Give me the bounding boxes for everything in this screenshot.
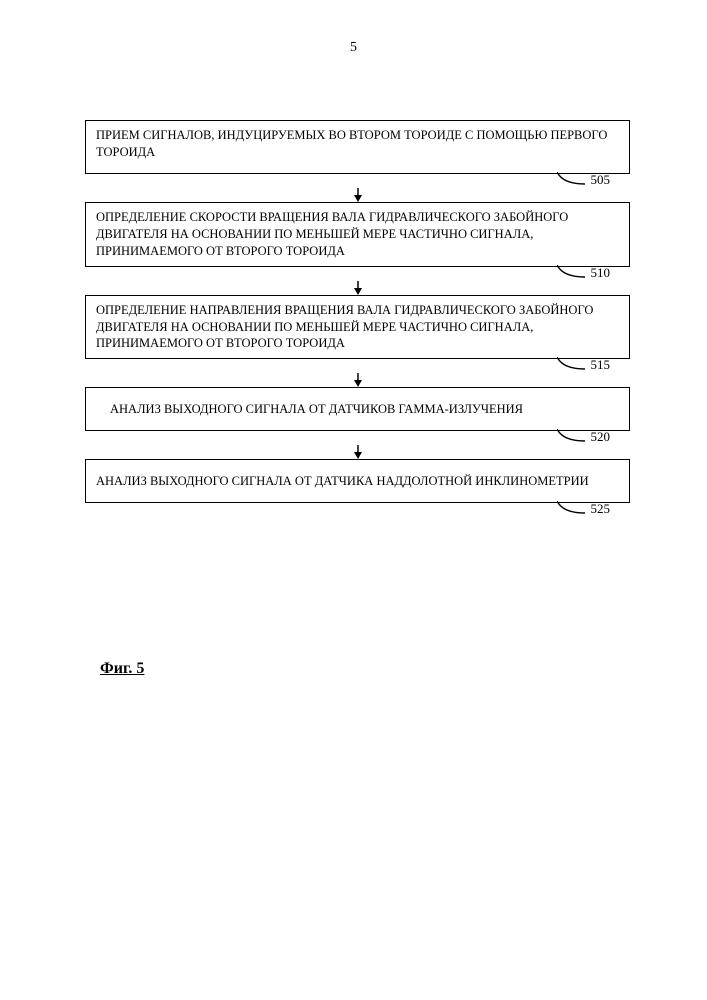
step-label-text: 510 — [591, 265, 611, 281]
leader-line-icon — [557, 357, 585, 373]
flow-step-525: АНАЛИЗ ВЫХОДНОГО СИГНАЛА ОТ ДАТЧИКА НАДД… — [85, 459, 630, 503]
page: 5 ПРИЕМ СИГНАЛОВ, ИНДУЦИРУЕМЫХ ВО ВТОРОМ… — [0, 0, 707, 1000]
flow-box: ОПРЕДЕЛЕНИЕ НАПРАВЛЕНИЯ ВРАЩЕНИЯ ВАЛА ГИ… — [85, 295, 630, 360]
step-label-text: 505 — [591, 172, 611, 188]
flow-box: ОПРЕДЕЛЕНИЕ СКОРОСТИ ВРАЩЕНИЯ ВАЛА ГИДРА… — [85, 202, 630, 267]
step-label: 510 — [557, 265, 611, 281]
flow-box: АНАЛИЗ ВЫХОДНОГО СИГНАЛА ОТ ДАТЧИКА НАДД… — [85, 459, 630, 503]
step-label-text: 525 — [591, 501, 611, 517]
flow-arrow — [85, 188, 630, 202]
step-label-text: 520 — [591, 429, 611, 445]
leader-line-icon — [557, 265, 585, 281]
flow-box-text: ОПРЕДЕЛЕНИЕ СКОРОСТИ ВРАЩЕНИЯ ВАЛА ГИДРА… — [96, 209, 619, 260]
flow-arrow — [85, 373, 630, 387]
flow-step-505: ПРИЕМ СИГНАЛОВ, ИНДУЦИРУЕМЫХ ВО ВТОРОМ Т… — [85, 120, 630, 174]
flow-step-510: ОПРЕДЕЛЕНИЕ СКОРОСТИ ВРАЩЕНИЯ ВАЛА ГИДРА… — [85, 202, 630, 267]
step-label: 515 — [557, 357, 611, 373]
flow-box-text: ОПРЕДЕЛЕНИЕ НАПРАВЛЕНИЯ ВРАЩЕНИЯ ВАЛА ГИ… — [96, 302, 619, 353]
flow-box-text: АНАЛИЗ ВЫХОДНОГО СИГНАЛА ОТ ДАТЧИКОВ ГАМ… — [110, 401, 523, 418]
leader-line-icon — [557, 172, 585, 188]
leader-line-icon — [557, 501, 585, 517]
flow-box: ПРИЕМ СИГНАЛОВ, ИНДУЦИРУЕМЫХ ВО ВТОРОМ Т… — [85, 120, 630, 174]
arrow-down-icon — [351, 445, 365, 459]
flow-box-text: АНАЛИЗ ВЫХОДНОГО СИГНАЛА ОТ ДАТЧИКА НАДД… — [96, 473, 589, 490]
step-label-text: 515 — [591, 357, 611, 373]
flowchart: ПРИЕМ СИГНАЛОВ, ИНДУЦИРУЕМЫХ ВО ВТОРОМ Т… — [85, 120, 630, 517]
page-number: 5 — [0, 40, 707, 56]
arrow-down-icon — [351, 373, 365, 387]
arrow-down-icon — [351, 281, 365, 295]
flow-arrow — [85, 281, 630, 295]
flow-arrow — [85, 445, 630, 459]
leader-line-icon — [557, 429, 585, 445]
flow-step-515: ОПРЕДЕЛЕНИЕ НАПРАВЛЕНИЯ ВРАЩЕНИЯ ВАЛА ГИ… — [85, 295, 630, 360]
figure-caption: Фиг. 5 — [100, 660, 144, 678]
flow-box-text: ПРИЕМ СИГНАЛОВ, ИНДУЦИРУЕМЫХ ВО ВТОРОМ Т… — [96, 127, 619, 161]
flow-step-520: АНАЛИЗ ВЫХОДНОГО СИГНАЛА ОТ ДАТЧИКОВ ГАМ… — [85, 387, 630, 431]
step-label: 525 — [557, 501, 611, 517]
arrow-down-icon — [351, 188, 365, 202]
step-label: 520 — [557, 429, 611, 445]
step-label: 505 — [557, 172, 611, 188]
flow-box: АНАЛИЗ ВЫХОДНОГО СИГНАЛА ОТ ДАТЧИКОВ ГАМ… — [85, 387, 630, 431]
